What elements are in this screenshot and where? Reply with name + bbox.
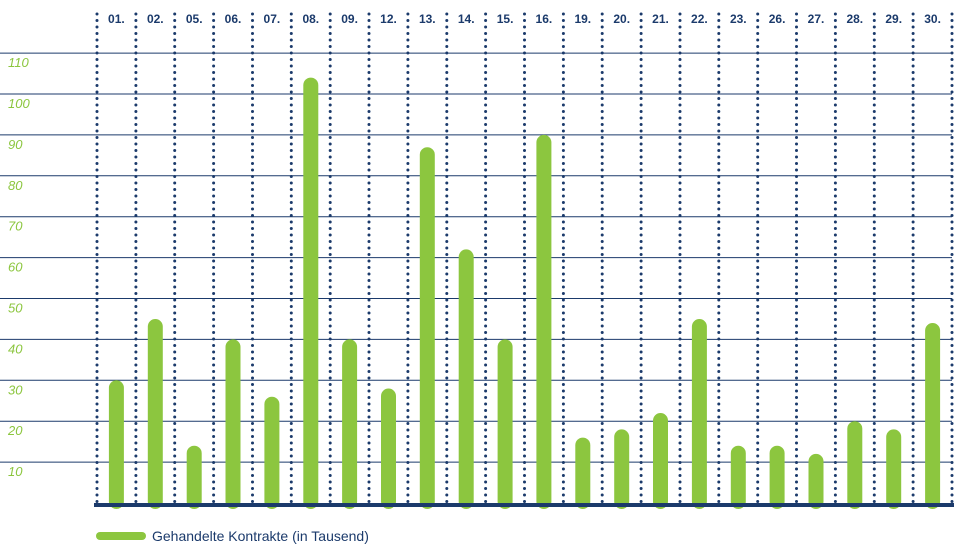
bar-02 bbox=[147, 319, 163, 509]
x-axis-baseline bbox=[94, 503, 954, 507]
bar-09 bbox=[342, 339, 358, 509]
bar-20 bbox=[614, 429, 630, 509]
bar-21 bbox=[653, 413, 668, 509]
x-axis-tick-labels: 01. 02. 05. 06. 07. 08. 09. 12. 13. 14. 15. 16. 19. 2… bbox=[108, 12, 941, 26]
bar-26 bbox=[769, 445, 785, 509]
legend-label: Gehandelte Kontrakte (in Tausend) bbox=[152, 528, 369, 544]
bar-15 bbox=[497, 339, 513, 509]
bar-30 bbox=[925, 323, 941, 509]
y-tick-label: 50 bbox=[8, 301, 23, 316]
x-tick-label: 27. bbox=[808, 12, 825, 26]
x-tick-label: 30. bbox=[924, 12, 941, 26]
bar-12 bbox=[381, 388, 396, 509]
x-tick-label: 01. bbox=[108, 12, 125, 26]
x-tick-label: 08. bbox=[302, 12, 319, 26]
x-tick-label: 28. bbox=[846, 12, 863, 26]
bar-06 bbox=[225, 339, 241, 509]
x-tick-label: 19. bbox=[574, 12, 591, 26]
bar-08 bbox=[303, 77, 319, 509]
bar-16 bbox=[536, 134, 552, 509]
bar-series bbox=[108, 77, 941, 509]
y-tick-label: 110 bbox=[8, 55, 29, 70]
bar-29 bbox=[886, 429, 902, 509]
bar-23 bbox=[730, 445, 746, 509]
x-tick-label: 22. bbox=[691, 12, 708, 26]
x-tick-label: 23. bbox=[730, 12, 747, 26]
x-tick-label: 02. bbox=[147, 12, 164, 26]
bar-28 bbox=[847, 421, 863, 509]
y-tick-label: 60 bbox=[8, 260, 23, 275]
bar-13 bbox=[419, 147, 435, 509]
x-tick-label: 26. bbox=[769, 12, 786, 26]
x-tick-label: 15. bbox=[497, 12, 514, 26]
bar-27 bbox=[808, 453, 824, 509]
x-tick-label: 06. bbox=[225, 12, 242, 26]
x-tick-label: 14. bbox=[458, 12, 475, 26]
bar-19 bbox=[575, 437, 591, 509]
x-axis-line bbox=[94, 503, 954, 507]
y-tick-label: 40 bbox=[8, 341, 23, 356]
chart-legend: Gehandelte Kontrakte (in Tausend) bbox=[96, 528, 369, 544]
bar-22 bbox=[691, 319, 707, 509]
x-tick-label: 05. bbox=[186, 12, 203, 26]
x-tick-label: 16. bbox=[536, 12, 553, 26]
bar-05 bbox=[186, 445, 202, 509]
x-tick-label: 20. bbox=[613, 12, 630, 26]
bar-01 bbox=[108, 380, 124, 509]
y-tick-label: 20 bbox=[7, 423, 23, 438]
x-tick-label: 21. bbox=[652, 12, 669, 26]
x-tick-label: 29. bbox=[885, 12, 902, 26]
x-tick-label: 12. bbox=[380, 12, 397, 26]
x-tick-label: 07. bbox=[264, 12, 281, 26]
y-tick-label: 90 bbox=[8, 137, 23, 152]
y-tick-label: 10 bbox=[8, 464, 23, 479]
y-axis-tick-labels: 10 20 30 40 50 60 70 80 90 100 110 bbox=[7, 55, 30, 479]
bar-07 bbox=[264, 396, 280, 509]
y-tick-label: 100 bbox=[8, 96, 30, 111]
x-tick-label: 09. bbox=[341, 12, 358, 26]
vertical-dotted-gridlines bbox=[95, 12, 954, 505]
bar-14 bbox=[458, 249, 474, 509]
y-tick-label: 30 bbox=[8, 382, 23, 397]
y-tick-label: 80 bbox=[8, 178, 23, 193]
horizontal-gridlines bbox=[0, 52, 952, 463]
y-tick-label: 70 bbox=[8, 219, 23, 234]
x-tick-label: 13. bbox=[419, 12, 436, 26]
